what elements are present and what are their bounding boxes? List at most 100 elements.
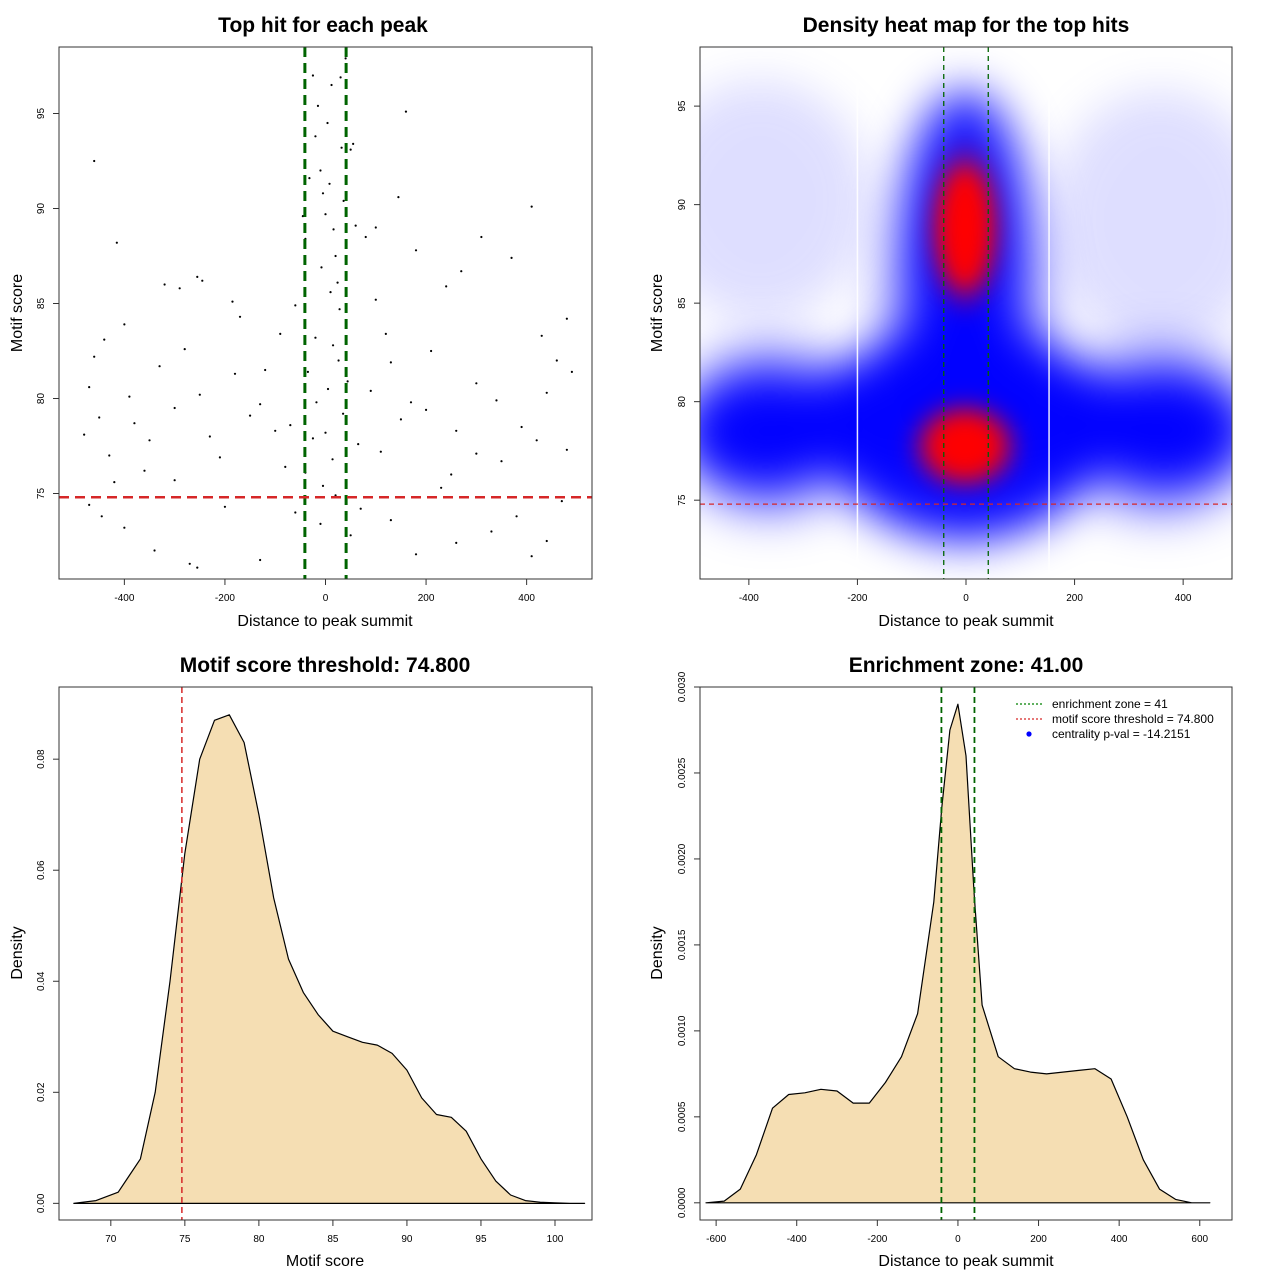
score-density-title: Motif score threshold: 74.800 <box>180 654 471 677</box>
scatter-plot-box <box>58 46 593 580</box>
x-tick-label: 95 <box>475 1234 487 1245</box>
x-tick-label: -600 <box>706 1234 726 1245</box>
y-tick-label: 80 <box>36 393 47 405</box>
heatmap-reference-lines <box>700 47 1232 579</box>
scatter-point <box>344 57 347 60</box>
x-tick-label: -200 <box>215 593 235 604</box>
scatter-point <box>455 429 458 432</box>
scatter-point <box>284 465 287 468</box>
scatter-point <box>475 452 478 455</box>
scatter-point <box>279 332 282 335</box>
scatter-point <box>311 437 315 440</box>
scatter-point <box>379 450 382 453</box>
scatter-point <box>108 454 111 457</box>
scatter-point <box>308 177 311 180</box>
scatter-point <box>173 479 176 482</box>
scatter-point <box>196 566 199 569</box>
scatter-point <box>374 226 377 229</box>
scatter-point <box>397 196 400 199</box>
scatter-point <box>264 368 267 372</box>
x-tick-label: -400 <box>787 1234 807 1245</box>
scatter-point <box>208 435 211 438</box>
scatter-point <box>98 416 101 419</box>
scatter-point <box>384 332 387 335</box>
scatter-point <box>306 370 310 373</box>
y-tick-label: 85 <box>36 298 47 310</box>
scatter-point <box>475 382 478 385</box>
scatter-point <box>332 228 335 231</box>
scatter-point <box>374 298 377 301</box>
scatter-point <box>123 323 126 326</box>
legend-label-pval: centrality p-val = -14.2151 <box>1052 727 1191 741</box>
enrichment-xlabel: Distance to peak summit <box>878 1253 1054 1270</box>
x-tick-label: 400 <box>518 593 535 604</box>
scatter-point <box>103 338 106 341</box>
panel-scatter: Top hit for each peak Distance to peak s… <box>9 14 593 630</box>
scatter-point <box>342 199 345 202</box>
scatter-point <box>326 387 330 391</box>
scatter-point <box>314 336 317 339</box>
scatter-point <box>349 148 352 151</box>
score-density-xlabel: Motif score <box>286 1253 364 1270</box>
scatter-point <box>414 553 418 556</box>
y-tick-label: 0.02 <box>36 1082 47 1102</box>
score-density-ticks: 70 75 80 85 90 95 100 0.00 0.02 0.04 0.06 0.08 <box>36 749 564 1245</box>
scatter-point <box>334 254 337 258</box>
scatter-point <box>346 380 349 383</box>
y-tick-label: 0.0010 <box>677 1015 688 1046</box>
scatter-point <box>324 431 327 434</box>
enrichment-density-area <box>705 703 1211 1204</box>
scatter-point <box>238 315 242 318</box>
scatter-point <box>369 389 372 392</box>
scatter-point <box>153 549 156 552</box>
scatter-point <box>429 349 433 353</box>
scatter-point <box>328 182 331 185</box>
scatter-points <box>83 57 573 569</box>
scatter-point <box>143 469 146 472</box>
y-tick-label: 0.0030 <box>677 671 688 702</box>
scatter-point <box>340 146 343 149</box>
scatter-point <box>331 458 334 461</box>
scatter-point <box>311 74 315 77</box>
scatter-point <box>409 401 413 404</box>
scatter-point <box>233 372 237 375</box>
scatter-point <box>314 135 317 138</box>
scatter-point <box>218 456 222 459</box>
scatter-point <box>354 224 357 227</box>
x-tick-label: -200 <box>847 593 867 604</box>
x-tick-label: 80 <box>253 1234 265 1245</box>
y-tick-label: 0.0015 <box>677 929 688 960</box>
y-tick-label: 80 <box>677 396 688 408</box>
heatmap-title: Density heat map for the top hits <box>803 14 1130 37</box>
enrichment-plot-box <box>699 686 1233 1221</box>
x-tick-label: 70 <box>105 1234 117 1245</box>
heatmap-faint-halo <box>700 80 1232 350</box>
x-tick-label: 100 <box>547 1234 564 1245</box>
scatter-point <box>450 473 453 476</box>
scatter-point <box>148 439 151 442</box>
y-tick-label: 75 <box>36 488 47 500</box>
scatter-point <box>545 391 548 394</box>
panel-score-density: Motif score threshold: 74.800 Motif scor… <box>9 654 593 1270</box>
y-tick-label: 90 <box>677 199 688 211</box>
x-tick-label: 200 <box>1066 593 1083 604</box>
scatter-point <box>545 539 548 543</box>
y-tick-label: 95 <box>677 100 688 112</box>
y-tick-label: 0.0025 <box>677 757 688 788</box>
y-tick-label: 90 <box>36 203 47 215</box>
y-tick-label: 75 <box>677 494 688 506</box>
scatter-point <box>201 279 204 282</box>
scatter-point <box>320 266 323 269</box>
x-tick-label: 0 <box>323 593 329 604</box>
scatter-point <box>334 494 337 497</box>
scatter-point <box>399 418 403 421</box>
scatter-point <box>540 334 543 337</box>
scatter-point <box>289 424 292 427</box>
scatter-point <box>319 522 322 526</box>
x-tick-label: 0 <box>955 1234 961 1245</box>
scatter-point <box>259 558 262 562</box>
scatter-point <box>93 355 96 358</box>
scatter-point <box>337 359 340 362</box>
scatter-point <box>515 515 518 518</box>
